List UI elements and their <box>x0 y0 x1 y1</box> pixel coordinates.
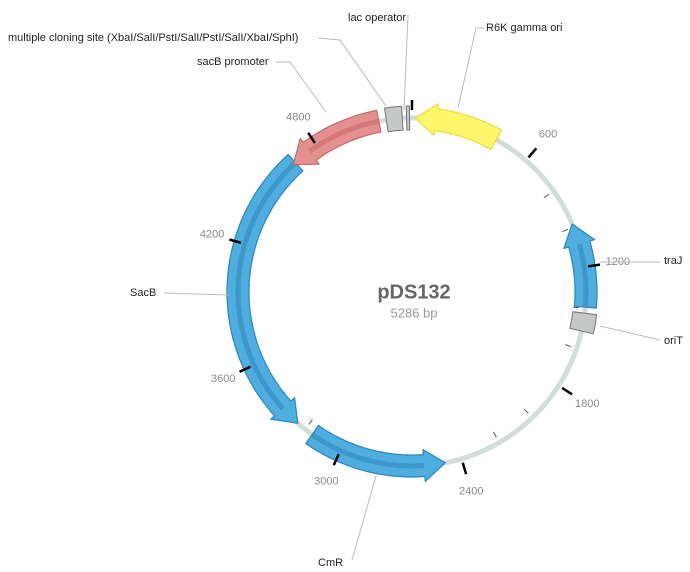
tick-label: 4800 <box>286 112 310 124</box>
tick-label: 4200 <box>200 228 224 240</box>
arrow-band <box>310 432 425 469</box>
feature-arrow <box>414 103 503 150</box>
feature-label: SacB <box>130 287 156 299</box>
arrow-band <box>235 160 298 411</box>
major-tick <box>527 147 538 159</box>
minor-tick <box>543 193 550 199</box>
feature-label: multiple cloning site (XbaI/SalI/PstI/Sa… <box>8 32 298 44</box>
minor-tick <box>562 228 569 233</box>
tick-label: 1800 <box>575 398 599 410</box>
minor-tick <box>573 306 580 309</box>
feature-box <box>383 105 404 133</box>
tick-label: 3600 <box>211 373 235 385</box>
major-tick <box>332 453 340 466</box>
major-tick <box>239 365 251 373</box>
feature-label: lac operator <box>348 12 406 24</box>
callout-line <box>317 37 387 107</box>
callout-line <box>276 61 327 113</box>
tick-label: 2400 <box>459 485 483 497</box>
feature-label: sacB promoter <box>197 56 269 68</box>
feature-label: CmR <box>318 557 343 569</box>
plasmid-size: 5286 bp <box>391 305 438 320</box>
callout-line <box>403 14 409 111</box>
minor-tick <box>565 344 572 348</box>
arrow-band <box>308 118 380 154</box>
callout-line <box>599 325 661 341</box>
feature-label: traJ <box>664 255 682 267</box>
tick-label: 3000 <box>314 475 338 487</box>
minor-tick <box>308 419 313 425</box>
callout-line <box>351 475 377 561</box>
arrow-band <box>576 243 589 308</box>
major-tick <box>229 238 242 245</box>
feature-label: oriT <box>664 335 683 347</box>
minor-tick <box>492 431 497 438</box>
major-tick <box>307 132 316 144</box>
feature-box <box>405 105 411 131</box>
plasmid-name: pDS132 <box>377 281 450 303</box>
minor-tick <box>523 408 529 414</box>
tick-label: 600 <box>539 129 557 141</box>
feature-arrow <box>305 424 446 483</box>
feature-arrow <box>563 223 598 309</box>
major-tick <box>587 263 601 268</box>
major-tick <box>561 386 573 396</box>
callout-line <box>163 292 231 296</box>
feature-label: R6K gamma ori <box>486 22 562 34</box>
major-tick <box>461 462 468 475</box>
feature-box <box>569 311 598 335</box>
callout-line <box>457 27 484 109</box>
feature-arrow <box>226 153 304 424</box>
